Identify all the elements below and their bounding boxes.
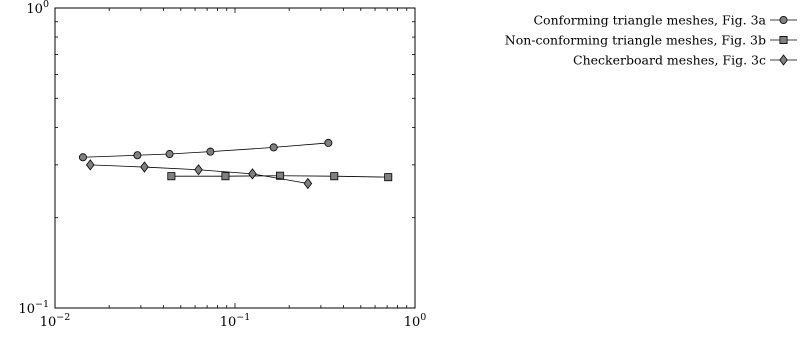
series-square <box>167 171 393 182</box>
data-point <box>140 161 149 173</box>
data-point <box>221 172 230 181</box>
series-diamond <box>85 159 313 190</box>
legend-label: Conforming triangle meshes, Fig. 3a <box>533 13 766 28</box>
x-tick-label: 10−2 <box>40 312 71 330</box>
data-point <box>330 172 339 181</box>
data-point <box>194 164 203 176</box>
data-point <box>133 151 142 160</box>
series-layer <box>78 138 393 190</box>
data-point <box>165 150 174 159</box>
legend-marker <box>779 54 788 66</box>
y-tick-label: 10−1 <box>18 299 49 317</box>
legend-item: Conforming triangle meshes, Fig. 3a <box>533 13 797 28</box>
legend-marker <box>779 15 788 24</box>
data-point <box>276 171 285 180</box>
legend-item: Non-conforming triangle meshes, Fig. 3b <box>505 33 797 48</box>
data-point <box>248 168 257 180</box>
x-tick-label: 100 <box>404 312 427 330</box>
legend-marker <box>779 36 788 45</box>
data-point <box>78 153 87 162</box>
legend-label: Checkerboard meshes, Fig. 3c <box>573 53 766 68</box>
data-point <box>167 172 176 181</box>
legend-label: Non-conforming triangle meshes, Fig. 3b <box>505 33 766 48</box>
y-tick-label: 100 <box>26 0 49 17</box>
plot-frame <box>54 7 416 309</box>
data-point <box>85 159 95 171</box>
data-point <box>303 177 313 190</box>
data-point <box>269 143 278 152</box>
x-tick-label: 10−1 <box>220 312 251 330</box>
series-circle <box>78 138 333 162</box>
ticks-layer <box>54 7 416 309</box>
data-point <box>324 138 333 147</box>
series-line <box>82 142 329 158</box>
legend: Conforming triangle meshes, Fig. 3a Non-c… <box>505 13 797 68</box>
legend-item: Checkerboard meshes, Fig. 3c <box>573 53 797 68</box>
data-point <box>384 173 393 182</box>
data-point <box>206 147 215 156</box>
